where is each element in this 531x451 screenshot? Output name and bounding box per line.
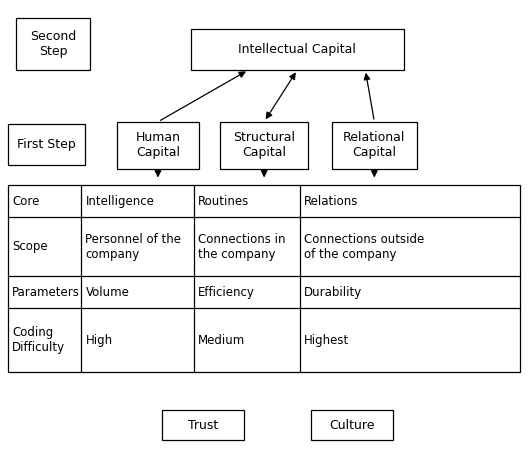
FancyBboxPatch shape [16,18,90,70]
FancyBboxPatch shape [8,124,85,165]
Text: Medium: Medium [198,334,245,346]
Text: Volume: Volume [85,286,130,299]
FancyBboxPatch shape [8,185,520,372]
Text: Connections in
the company: Connections in the company [198,233,286,261]
FancyBboxPatch shape [220,122,308,169]
Text: First Step: First Step [17,138,76,151]
Text: Trust: Trust [188,419,218,432]
Text: Coding
Difficulty: Coding Difficulty [12,326,65,354]
FancyBboxPatch shape [191,29,404,70]
Text: Connections outside
of the company: Connections outside of the company [304,233,424,261]
Text: Culture: Culture [329,419,374,432]
Text: Highest: Highest [304,334,349,346]
Text: Durability: Durability [304,286,363,299]
Text: Structural
Capital: Structural Capital [233,131,295,160]
Text: Routines: Routines [198,195,250,207]
FancyBboxPatch shape [311,410,393,440]
Text: High: High [85,334,113,346]
FancyBboxPatch shape [117,122,199,169]
Text: Core: Core [12,195,40,207]
FancyBboxPatch shape [332,122,417,169]
Text: Scope: Scope [12,240,48,253]
Text: Intelligence: Intelligence [85,195,155,207]
Text: Parameters: Parameters [12,286,80,299]
Text: Relations: Relations [304,195,358,207]
Text: Intellectual Capital: Intellectual Capital [238,43,356,56]
Text: Efficiency: Efficiency [198,286,255,299]
Text: Relational
Capital: Relational Capital [343,131,406,160]
Text: Second
Step: Second Step [30,30,76,58]
Text: Personnel of the
company: Personnel of the company [85,233,182,261]
Text: Human
Capital: Human Capital [135,131,181,160]
FancyBboxPatch shape [162,410,244,440]
